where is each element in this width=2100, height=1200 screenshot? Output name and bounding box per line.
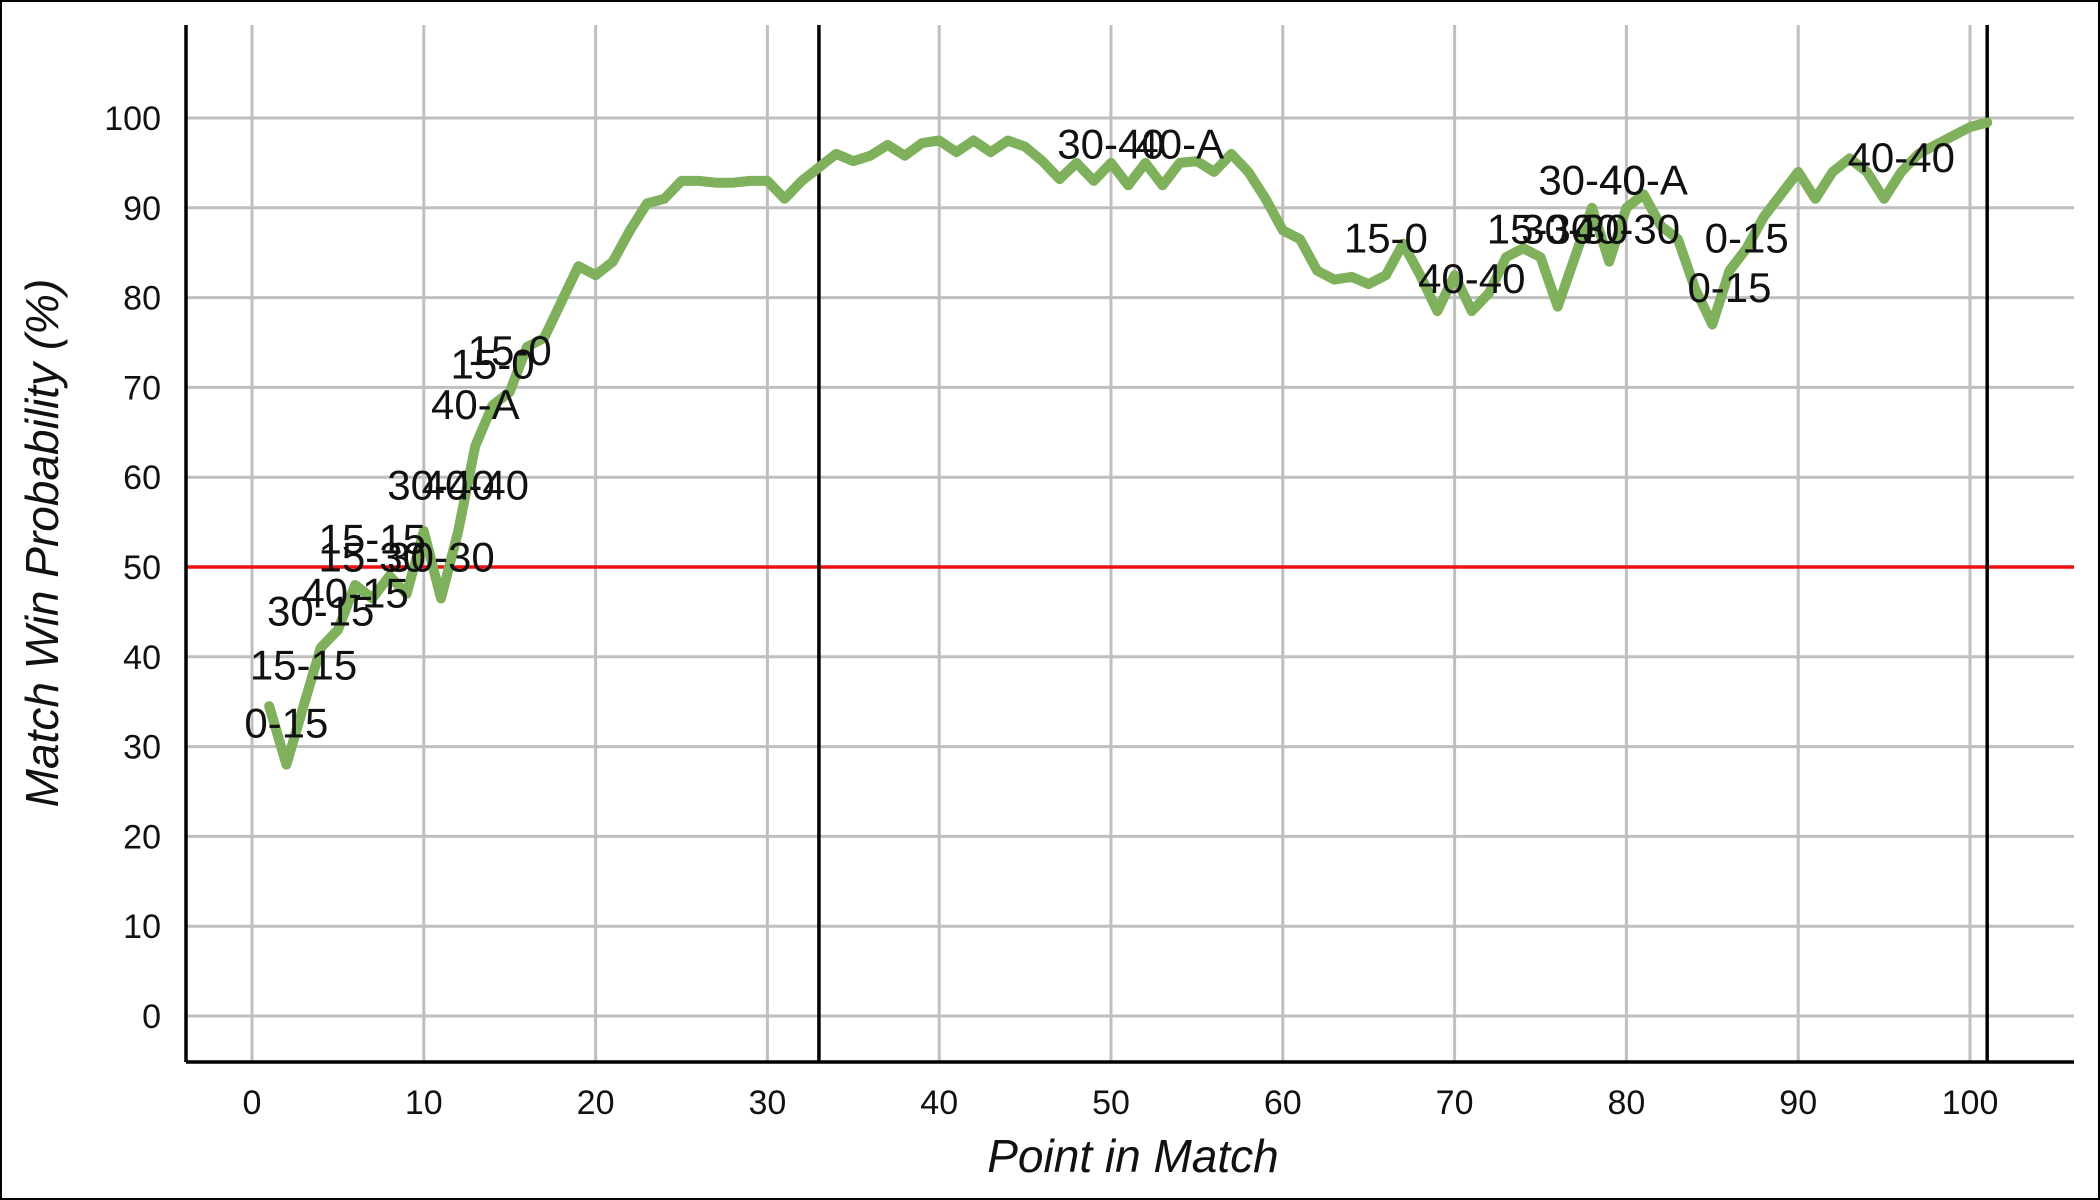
axes xyxy=(184,25,2074,1064)
score-annotation: 40-A xyxy=(431,381,520,428)
y-tick-labels: 0 10 20 30 40 50 60 70 80 90 100 xyxy=(104,100,161,1036)
score-annotation: 0-15 xyxy=(1705,215,1789,262)
score-annotations: 0-1515-1530-1540-1515-1515-3030-3030-404… xyxy=(244,120,1955,746)
score-annotation: 15-15 xyxy=(319,516,426,563)
score-annotation: 15-0 xyxy=(468,327,552,374)
y-tick-label: 70 xyxy=(123,369,161,407)
x-axis-title: Point in Match xyxy=(987,1130,1278,1182)
set-boundary-markers xyxy=(817,25,1989,1062)
x-tick-label: 80 xyxy=(1607,1084,1645,1122)
score-annotation: 0-15 xyxy=(1687,264,1771,311)
score-annotation: 30-40 xyxy=(1057,120,1164,167)
score-annotation: 15-0 xyxy=(450,340,534,387)
y-tick-label: 60 xyxy=(123,459,161,497)
score-annotation: 40-40 xyxy=(1848,134,1955,181)
x-tick-label: 50 xyxy=(1092,1084,1130,1122)
score-annotation: 30-40 xyxy=(1538,156,1645,203)
x-tick-label: 10 xyxy=(405,1084,443,1122)
x-tick-label: 90 xyxy=(1779,1084,1817,1122)
score-annotation: 40-15 xyxy=(301,569,408,616)
score-annotation: 30-15 xyxy=(267,587,374,634)
y-tick-label: 10 xyxy=(123,908,161,946)
y-tick-label: 30 xyxy=(123,729,161,767)
y-tick-label: 50 xyxy=(123,549,161,587)
score-annotation: 40-A xyxy=(1599,156,1688,203)
x-tick-label: 30 xyxy=(748,1084,786,1122)
x-tick-label: 40 xyxy=(920,1084,958,1122)
score-annotation: 0-15 xyxy=(244,700,328,747)
y-axis-title: Match Win Probability (%) xyxy=(16,279,68,808)
y-tick-label: 90 xyxy=(123,190,161,228)
score-annotation: 15-0 xyxy=(1344,215,1428,262)
x-tick-label: 70 xyxy=(1436,1084,1474,1122)
score-annotation: 15-30 xyxy=(1487,206,1594,253)
score-annotation: 30-30 xyxy=(1521,206,1628,253)
score-annotation: 30-40 xyxy=(387,462,494,509)
horizontal-gridlines xyxy=(186,116,2074,1018)
x-tick-label: 20 xyxy=(577,1084,615,1122)
score-annotation: 40-40 xyxy=(1418,255,1525,302)
score-annotation: 40-A xyxy=(1135,120,1224,167)
score-annotation: 15-30 xyxy=(319,533,426,580)
y-tick-label: 20 xyxy=(123,818,161,856)
score-annotation: 30-30 xyxy=(387,533,494,580)
score-annotation: 40-30 xyxy=(1573,206,1680,253)
y-tick-label: 0 xyxy=(142,998,161,1036)
score-annotation: 15-15 xyxy=(250,641,357,688)
series-layer xyxy=(264,117,1993,770)
score-annotation: 40-40 xyxy=(422,462,529,509)
y-tick-label: 100 xyxy=(104,100,161,138)
y-tick-label: 80 xyxy=(123,280,161,318)
win-probability-line xyxy=(264,117,1993,770)
x-tick-label: 60 xyxy=(1264,1084,1302,1122)
y-tick-label: 40 xyxy=(123,639,161,677)
x-tick-labels: 0 10 20 30 40 50 60 70 80 90 100 xyxy=(243,1084,1999,1122)
x-tick-label: 0 xyxy=(243,1084,262,1122)
x-tick-label: 100 xyxy=(1942,1084,1999,1122)
vertical-gridlines xyxy=(250,25,1972,1062)
